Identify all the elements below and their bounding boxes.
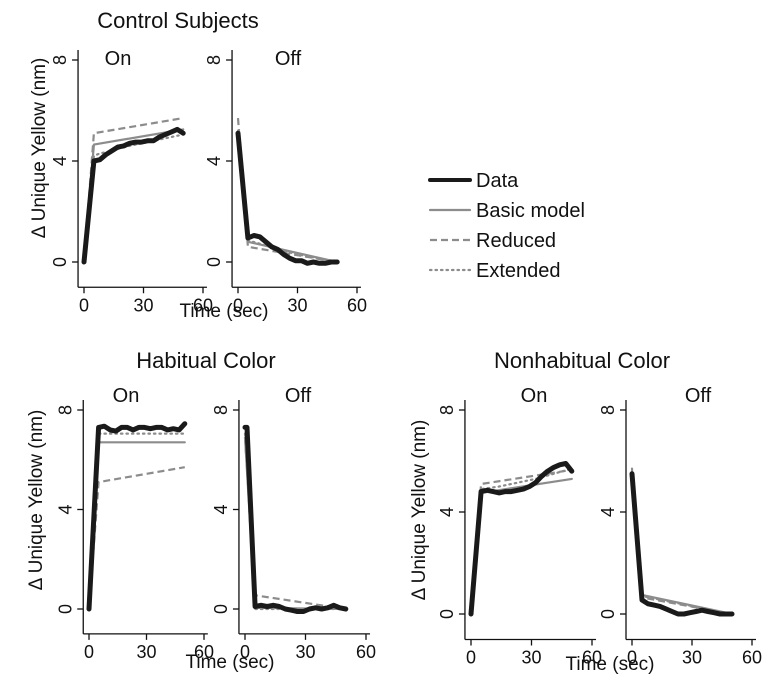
y-tick-label: 8 — [55, 405, 75, 415]
series-line-basic-model — [87, 441, 186, 611]
x-tick-label: 60 — [356, 642, 376, 662]
series-line-data — [242, 424, 349, 614]
panel-off: 0 4 8 0 30 60 Off — [211, 385, 376, 662]
x-tick-label: 0 — [233, 295, 243, 315]
legend-label: Data — [476, 170, 519, 192]
y-tick-label: 4 — [55, 504, 75, 514]
x-tick-label: 60 — [582, 648, 602, 668]
panel-title: On — [113, 385, 140, 407]
x-tick-label: 60 — [742, 648, 762, 668]
series-line-data — [235, 130, 340, 266]
x-tick-label: 30 — [521, 648, 541, 668]
y-tick-label: 8 — [437, 405, 457, 415]
panel-on: 0 4 8 0 30 60 On — [50, 48, 213, 315]
series-line-reduced — [630, 471, 733, 616]
x-axis-label: Time (sec) — [179, 301, 268, 322]
series-line-extended — [87, 432, 186, 611]
y-tick-label: 8 — [50, 55, 70, 65]
chart-group-0: Control Subjects Δ Unique Yellow (nm) Time… — [29, 8, 367, 322]
x-tick-label: 0 — [627, 648, 637, 668]
series-line-extended — [243, 432, 347, 611]
series-line-reduced — [82, 117, 184, 263]
series-line-data — [86, 421, 188, 612]
chart-title: Habitual Color — [136, 348, 275, 373]
series-line-reduced — [87, 466, 185, 610]
y-axis-label: Δ Unique Yellow (nm) — [29, 58, 50, 239]
x-tick-label: 0 — [466, 648, 476, 668]
chart-title: Control Subjects — [97, 8, 258, 33]
panel-title: On — [105, 48, 132, 70]
series-line-reduced — [236, 118, 338, 264]
legend: Data Basic model Reduced Extended — [428, 170, 585, 282]
y-tick-label: 0 — [598, 609, 618, 619]
legend-label: Reduced — [476, 230, 556, 252]
series-line-data — [629, 471, 735, 617]
x-axis-label: Time (sec) — [185, 652, 274, 673]
panel-on: 0 4 8 0 30 60 On — [55, 385, 214, 662]
y-tick-label: 4 — [211, 504, 231, 514]
series-line-basic-model — [236, 134, 339, 264]
x-tick-label: 60 — [347, 295, 367, 315]
panel-off: 0 4 8 0 30 60 Off — [598, 385, 762, 668]
panel-title: On — [521, 385, 548, 407]
series-line-basic-model — [82, 128, 185, 264]
legend-label: Basic model — [476, 200, 585, 222]
y-tick-label: 0 — [55, 604, 75, 614]
series-line-reduced — [243, 437, 346, 611]
series-line-data — [81, 126, 186, 265]
panel-title: Off — [685, 385, 712, 407]
y-tick-label: 4 — [50, 156, 70, 166]
x-tick-label: 30 — [287, 295, 307, 315]
series-line-extended — [82, 133, 185, 264]
y-tick-label: 4 — [598, 507, 618, 517]
y-axis-label: Δ Unique Yellow (nm) — [26, 410, 47, 591]
series-line-basic-model — [630, 470, 734, 616]
series-line-data — [468, 461, 575, 617]
legend-label: Extended — [476, 260, 561, 282]
x-tick-label: 0 — [84, 642, 94, 662]
chart-title: Nonhabitual Color — [494, 348, 670, 373]
x-tick-label: 30 — [133, 295, 153, 315]
panel-off: 0 4 8 0 30 60 Off — [204, 48, 367, 315]
series-line-basic-model — [243, 436, 347, 611]
panel-title: Off — [275, 48, 302, 70]
y-tick-label: 0 — [204, 257, 224, 267]
x-tick-label: 30 — [295, 642, 315, 662]
x-axis-label: Time (sec) — [565, 654, 654, 674]
x-tick-label: 30 — [682, 648, 702, 668]
x-tick-label: 30 — [136, 642, 156, 662]
y-tick-label: 0 — [437, 609, 457, 619]
series-line-extended — [469, 467, 573, 616]
series-line-extended — [630, 467, 734, 616]
chart-group-2: Nonhabitual Color Δ Unique Yellow (nm) Tim… — [409, 348, 762, 674]
y-axis-label: Δ Unique Yellow (nm) — [409, 420, 430, 601]
x-tick-label: 0 — [79, 295, 89, 315]
y-tick-label: 8 — [598, 405, 618, 415]
panel-title: Off — [285, 385, 312, 407]
y-tick-label: 0 — [50, 257, 70, 267]
panel-on: 0 4 8 0 30 60 On — [437, 385, 602, 668]
y-tick-label: 4 — [437, 507, 457, 517]
y-tick-label: 8 — [211, 405, 231, 415]
chart-group-1: Habitual Color Δ Unique Yellow (nm) Time (… — [26, 348, 376, 673]
series-line-basic-model — [469, 477, 573, 616]
y-tick-label: 0 — [211, 604, 231, 614]
y-tick-label: 4 — [204, 156, 224, 166]
x-tick-label: 60 — [193, 295, 213, 315]
x-tick-label: 0 — [240, 642, 250, 662]
y-tick-label: 8 — [204, 55, 224, 65]
x-tick-label: 60 — [194, 642, 214, 662]
